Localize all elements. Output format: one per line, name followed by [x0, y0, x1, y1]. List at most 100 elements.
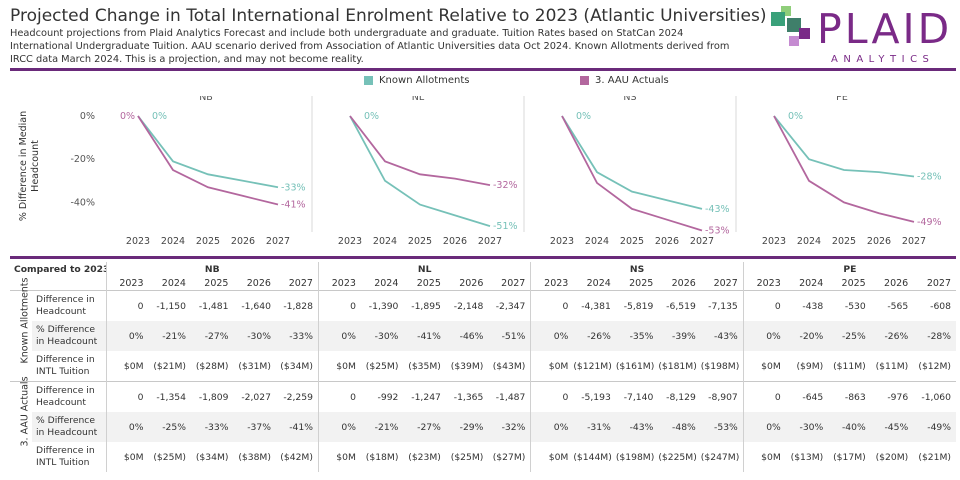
table-cell: -21% — [148, 321, 191, 351]
table-cell: -6,519 — [658, 290, 701, 321]
table-cell: -5,193 — [573, 381, 616, 412]
year-header: 2026 — [671, 277, 696, 289]
table-cell: -28% — [913, 321, 956, 351]
table-cell: -46% — [445, 321, 489, 351]
table-cell: 0 — [105, 290, 149, 321]
table-cell: -2,027 — [233, 381, 276, 412]
table-cell: -37% — [233, 412, 276, 442]
row-group-label-aau-actuals: 3. AAU Actuals — [19, 376, 31, 447]
table-cell: -48% — [658, 412, 701, 442]
panel-title: PE — [836, 96, 848, 103]
table-cell: -1,895 — [403, 290, 446, 321]
year-header: 2026 — [246, 277, 271, 289]
table-cell: ($25M) — [450, 451, 484, 463]
table-cell: ($38M) — [238, 451, 271, 463]
y-tick-label: -40% — [70, 197, 95, 208]
legend-item-aau-actuals[interactable]: 3. AAU Actuals — [580, 75, 669, 86]
table-cell: ($43M) — [492, 360, 526, 372]
table-row: Difference in Headcount 0 -1,150 -1,481 -1,6… — [10, 290, 956, 382]
table-cell: -35% — [615, 321, 659, 351]
table-cell: $0M — [105, 442, 149, 472]
table-cell: ($31M) — [238, 360, 271, 372]
header-divider — [10, 68, 956, 71]
year-header: 2025 — [204, 277, 229, 289]
panel-title: NL — [412, 96, 425, 103]
x-tick-label: 2027 — [902, 236, 926, 247]
year-header: 2027 — [713, 277, 738, 289]
table-cell: ($225M) — [658, 451, 697, 463]
series-line — [561, 115, 703, 210]
table-cell: -1,828 — [275, 290, 319, 321]
year-header: 2023 — [530, 276, 574, 291]
corner-label: Compared to 2023 — [14, 263, 107, 275]
legend-item-known-allotments[interactable]: Known Allotments — [364, 75, 470, 86]
row-group-label-known-allotments: Known Allotments — [19, 277, 31, 364]
table-cell: 0 — [742, 381, 786, 412]
x-tick-label: 2026 — [231, 236, 255, 247]
table-cell: -39% — [658, 321, 701, 351]
x-tick-label: 2023 — [550, 236, 574, 247]
table-cell: -7,135 — [700, 290, 744, 321]
panel-title: NB — [199, 96, 213, 103]
x-tick-label: 2026 — [443, 236, 467, 247]
table-cell: ($121M) — [573, 360, 612, 372]
plaid-analytics-logo: PLAID ANALYTICS — [771, 6, 956, 66]
series-line — [349, 115, 491, 187]
table-row: Difference in Headcount 0 -1,354 -1,809 -2,0… — [10, 381, 956, 472]
table-cell: ($17M) — [833, 451, 866, 463]
table-cell: -1,060 — [913, 381, 956, 412]
year-header: 2025 — [841, 277, 866, 289]
end-data-label: -43% — [705, 204, 730, 215]
x-tick-label: 2027 — [266, 236, 290, 247]
table-cell: -1,365 — [445, 381, 489, 412]
table-cell: 0% — [742, 321, 786, 351]
table-cell: ($23M) — [408, 451, 441, 463]
x-tick-label: 2025 — [196, 236, 220, 247]
logo-square-4 — [799, 28, 810, 39]
table-cell: ($39M) — [450, 360, 484, 372]
comparison-table: Compared to 2023 NB NL NS PE 2023 2024 2025 2026… — [10, 262, 956, 472]
table-cell: -2,148 — [445, 290, 489, 321]
year-header: 2024 — [161, 277, 186, 289]
table-cell: -40% — [828, 412, 871, 442]
table-cell: -976 — [870, 381, 914, 412]
table-cell: -41% — [275, 412, 319, 442]
year-header: 2023 — [742, 276, 786, 291]
table-row: Difference in INTL Tuition $0M ($21M) ($28M… — [10, 351, 956, 382]
page-title: Projected Change in Total International … — [10, 6, 767, 26]
start-data-label: 0% — [788, 111, 803, 122]
row-group-cell — [10, 290, 32, 382]
table-cell: -30% — [360, 321, 404, 351]
table-cell: 0% — [742, 412, 786, 442]
table-cell: -530 — [828, 290, 871, 321]
table-cell: -41% — [403, 321, 446, 351]
table-cell: ($144M) — [573, 451, 612, 463]
start-data-label: 0% — [364, 111, 379, 122]
end-data-label: -32% — [493, 180, 518, 191]
table-cell: -1,150 — [148, 290, 191, 321]
x-tick-label: 2027 — [478, 236, 502, 247]
series-line — [773, 115, 915, 178]
table-row: % Difference in Headcount 0% -21% -27% -30% -… — [10, 321, 956, 351]
end-data-label: -33% — [281, 182, 306, 193]
end-data-label: -49% — [917, 217, 942, 228]
table-cell: ($198M) — [615, 451, 655, 463]
series-line — [349, 115, 491, 228]
logo-square-3 — [787, 18, 801, 32]
y-tick-label: 0% — [80, 111, 95, 122]
table-cell: ($25M) — [365, 360, 399, 372]
start-data-label: 0% — [576, 111, 591, 122]
table-cell: 0% — [317, 412, 361, 442]
table-cell: -1,809 — [190, 381, 234, 412]
table-cell: -29% — [445, 412, 489, 442]
legend-label: Known Allotments — [379, 75, 470, 86]
table-cell: -5,819 — [615, 290, 659, 321]
table-cell: $0M — [530, 442, 574, 472]
table-cell: -7,140 — [615, 381, 659, 412]
year-header: 2024 — [374, 277, 399, 289]
state-header: NS — [530, 262, 744, 276]
state-header: NB — [105, 262, 319, 276]
y-axis-title: % Difference in MedianHeadcount — [18, 111, 41, 221]
legend-swatch — [580, 76, 589, 85]
x-tick-label: 2023 — [338, 236, 362, 247]
